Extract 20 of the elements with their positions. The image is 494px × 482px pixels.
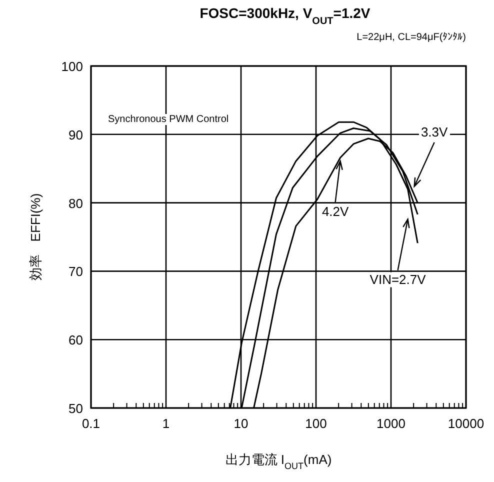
y-tick-label: 70 xyxy=(68,264,83,280)
x-tick-label: 10000 xyxy=(448,416,484,431)
x-tick-label: 1000 xyxy=(376,416,406,431)
chart-title: FOSC=300kHz, V$_{OUT}$=1.2V xyxy=(200,5,371,26)
annotation: 3.3V xyxy=(420,124,448,140)
x-tick-label: 1 xyxy=(162,416,170,431)
y-tick-label: 80 xyxy=(68,196,83,211)
chart-subtitle: L=22μH, CL=94μF(ﾀﾝﾀﾙ) xyxy=(356,32,466,43)
x-tick-label: 0.1 xyxy=(82,416,100,431)
y-tick-label: 90 xyxy=(68,127,83,142)
y-tick-label: 60 xyxy=(68,332,83,348)
annotation: VIN=2.7V xyxy=(370,272,426,288)
y-tick-label: 50 xyxy=(68,401,83,416)
x-axis-title: 出力電流 I$_{OUT}$(mA) xyxy=(225,452,332,471)
annotation: 4.2V xyxy=(322,204,350,220)
x-tick-label: 10 xyxy=(234,416,248,431)
annotation: Synchronous PWM Control xyxy=(108,114,229,125)
x-tick-label: 100 xyxy=(305,416,327,431)
y-tick-label: 100 xyxy=(61,59,83,74)
y-axis-title: 効率 EFFI(%) xyxy=(28,193,43,281)
